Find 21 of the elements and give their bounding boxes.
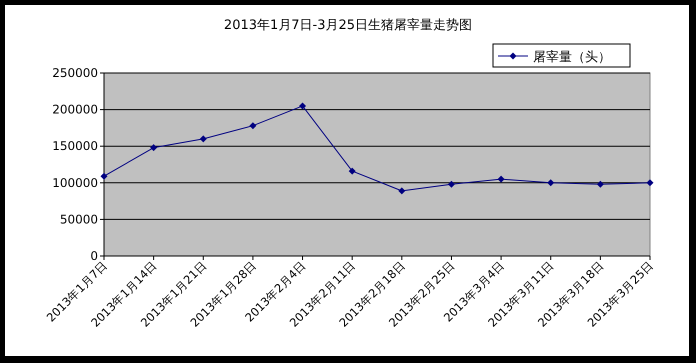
point [547, 179, 554, 186]
y-tick-label: 0 [90, 249, 98, 263]
legend: 屠宰量（头） [492, 44, 630, 68]
point [498, 176, 505, 183]
point [596, 180, 604, 188]
point [646, 179, 654, 186]
y-tick-label: 100000 [52, 176, 98, 190]
point [150, 144, 158, 152]
y-tick-label: 150000 [52, 139, 98, 154]
point [100, 172, 108, 180]
y-tick-label: 50000 [60, 212, 98, 226]
legend-label: 屠宰量（头） [533, 49, 611, 65]
point [398, 187, 406, 194]
y-tick-label: 250000 [52, 66, 98, 80]
point [448, 180, 455, 188]
point [348, 168, 356, 175]
point [249, 122, 256, 130]
point [200, 135, 207, 142]
chart-title: 2013年1月7日-3月25日生猪屠宰量走势图 [224, 17, 472, 33]
y-tick-label: 200000 [52, 102, 98, 117]
point [299, 102, 306, 110]
